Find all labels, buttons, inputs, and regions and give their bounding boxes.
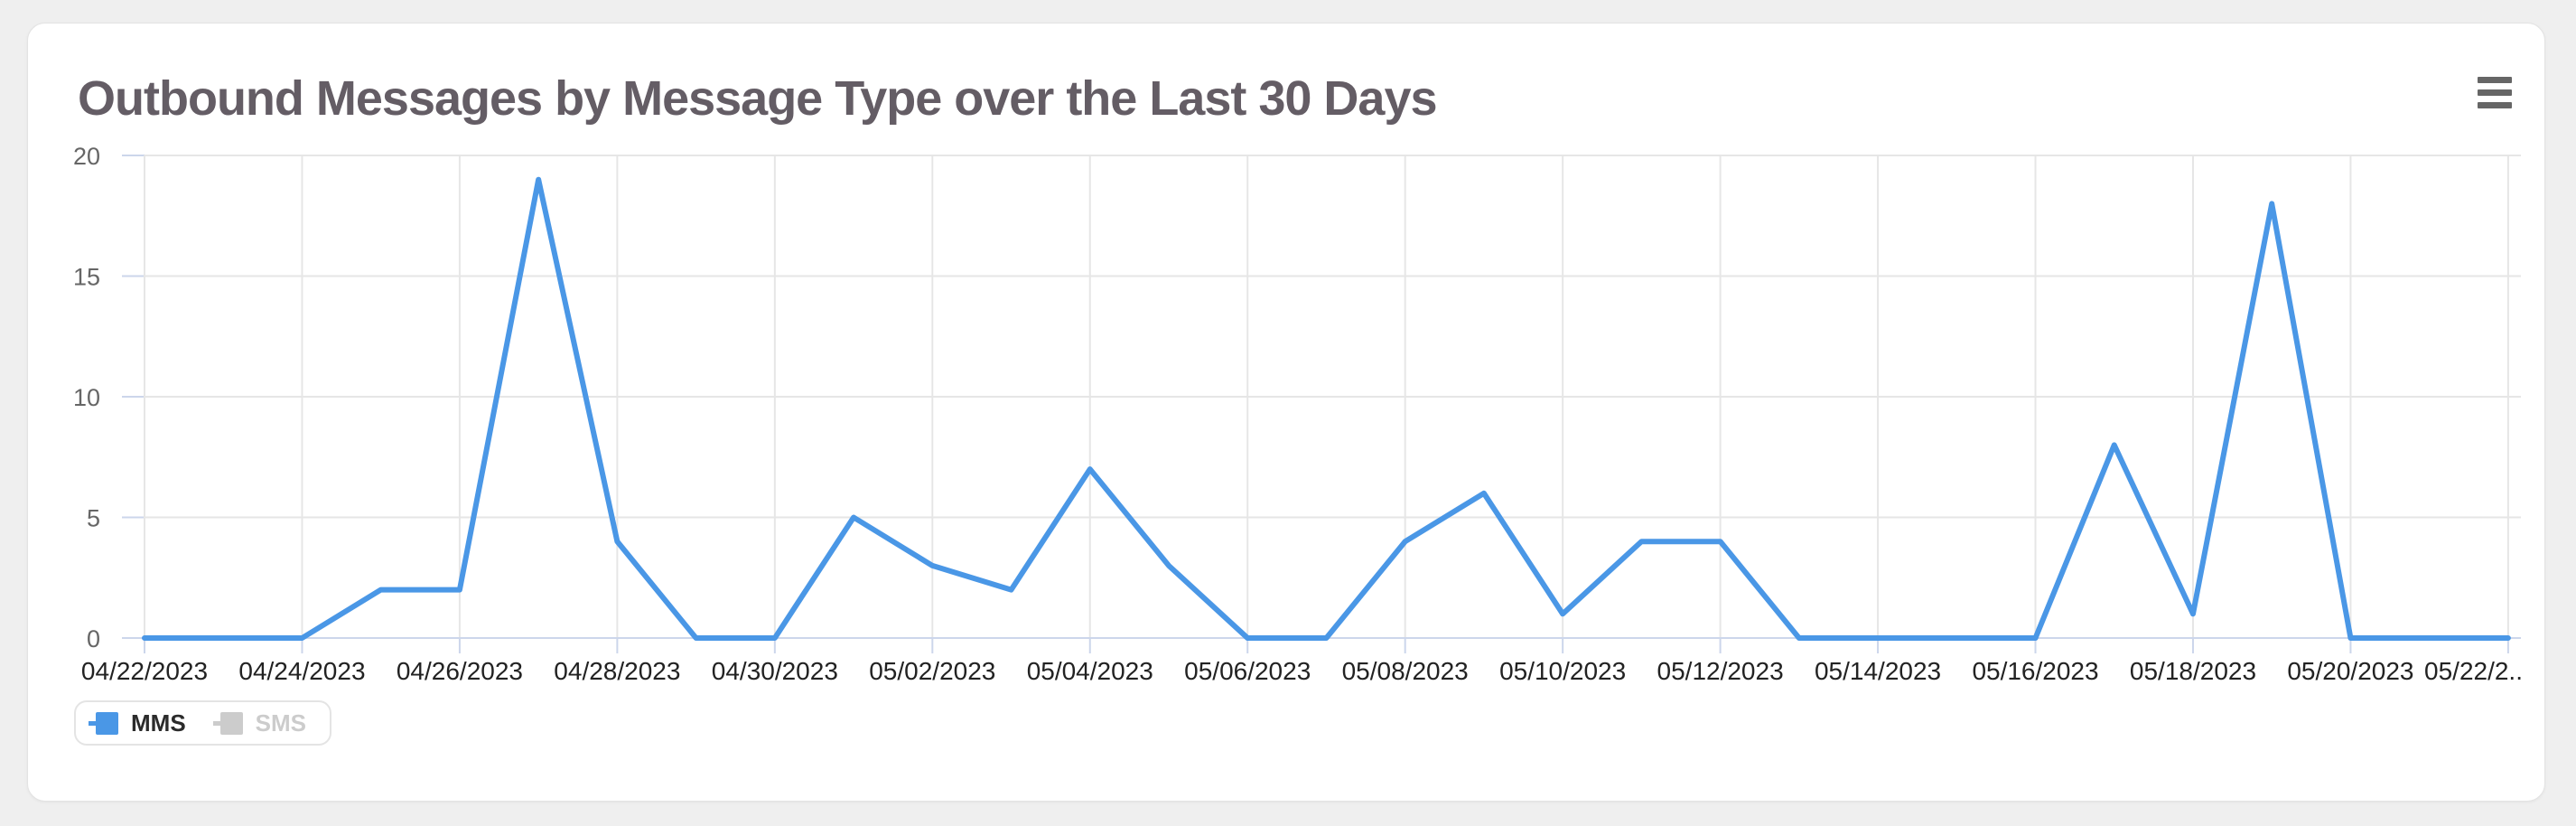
- y-axis-label: 5: [87, 505, 100, 532]
- x-axis-label: 05/04/2023: [1027, 657, 1153, 685]
- sms-swatch-icon: [212, 711, 243, 735]
- chart-plot-area: 0 5 10 15 20 04/22/2023 04/24/2023 04/26/2023 04…: [73, 143, 2523, 685]
- x-axis-label: 05/12/2023: [1657, 657, 1784, 685]
- x-axis-label: 05/16/2023: [1972, 657, 2098, 685]
- x-axis-label: 04/22/2023: [81, 657, 208, 685]
- mms-swatch-icon: [89, 711, 118, 735]
- x-axis-label: 05/22/2..: [2424, 657, 2523, 685]
- y-axis-label: 20: [73, 143, 100, 170]
- x-axis-label: 05/14/2023: [1815, 657, 1941, 685]
- x-axis-label: 04/30/2023: [712, 657, 838, 685]
- series-line-mms: [142, 176, 2511, 641]
- x-axis-label: 05/02/2023: [869, 657, 995, 685]
- x-axis-label: 05/08/2023: [1342, 657, 1469, 685]
- y-axis-label: 15: [73, 264, 100, 291]
- x-axis-label: 05/10/2023: [1499, 657, 1626, 685]
- x-axis-label: 04/28/2023: [554, 657, 680, 685]
- x-axis-label: 05/20/2023: [2287, 657, 2413, 685]
- legend-label-mms: MMS: [131, 709, 186, 737]
- chart-title: Outbound Messages by Message Type over t…: [78, 71, 1438, 126]
- x-axis-label: 04/24/2023: [238, 657, 365, 685]
- chart-card: Outbound Messages by Message Type over t…: [27, 23, 2545, 802]
- x-axis-label: 05/06/2023: [1184, 657, 1311, 685]
- legend-item-sms[interactable]: SMS: [212, 709, 307, 737]
- legend-label-sms: SMS: [255, 709, 307, 737]
- x-axis-label: 05/18/2023: [2130, 657, 2256, 685]
- legend-item-mms[interactable]: MMS: [89, 709, 186, 737]
- y-axis-label: 10: [73, 384, 100, 411]
- chart-context-menu-button[interactable]: [2478, 69, 2525, 116]
- y-axis-label: 0: [87, 625, 100, 652]
- chart-legend: MMS SMS: [74, 700, 332, 746]
- x-axis-label: 04/26/2023: [397, 657, 523, 685]
